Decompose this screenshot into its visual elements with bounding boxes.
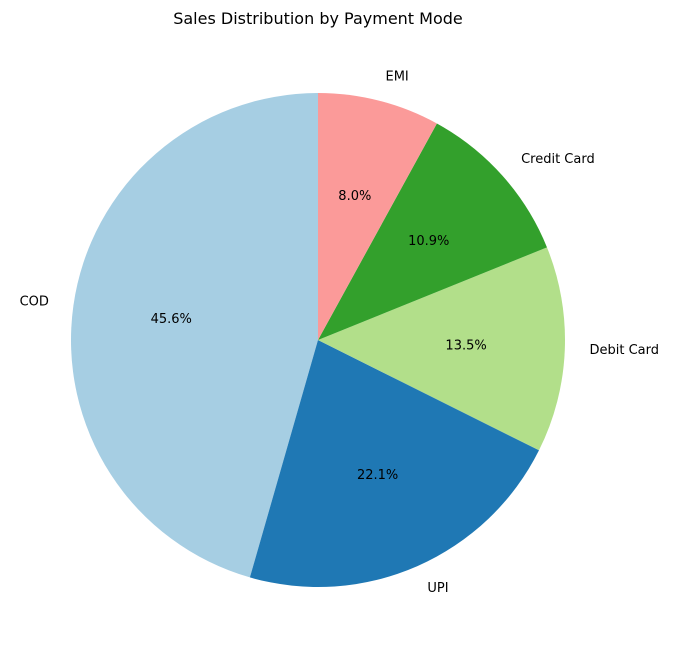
slice-percent-upi: 22.1% xyxy=(357,468,398,483)
pie-labels: COD 45.6% UPI 22.1% Debit Card 13.5% Credit Ca… xyxy=(20,69,659,596)
slice-percent-cod: 45.6% xyxy=(151,312,192,327)
slice-label-upi: UPI xyxy=(427,581,448,596)
slice-percent-credit-card: 10.9% xyxy=(408,234,449,249)
slice-label-emi: EMI xyxy=(386,69,409,84)
slice-label-credit-card: Credit Card xyxy=(521,152,595,167)
pie-slices xyxy=(70,93,566,587)
pie-slice-upi xyxy=(249,340,540,587)
pie-slice-credit-card xyxy=(318,123,547,340)
slice-label-debit-card: Debit Card xyxy=(589,343,659,358)
slice-label-cod: COD xyxy=(20,295,49,310)
slice-percent-emi: 8.0% xyxy=(338,189,371,204)
pie-slice-emi xyxy=(318,93,437,340)
pie-slice-debit-card xyxy=(318,247,566,451)
slice-percent-debit-card: 13.5% xyxy=(445,338,486,353)
chart-title: Sales Distribution by Payment Mode xyxy=(173,9,463,28)
pie-slice-cod xyxy=(70,93,318,578)
